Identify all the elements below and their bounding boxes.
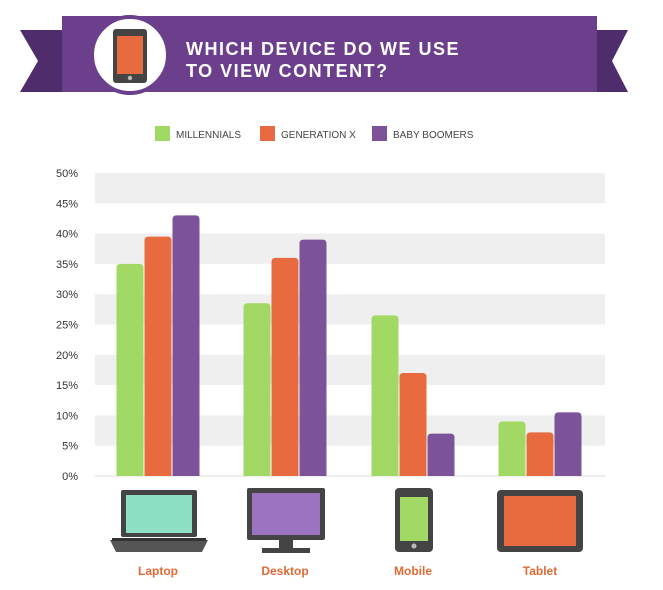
bar-laptop-millennials [116,263,144,476]
legend-swatch-generation-x [260,126,275,141]
bar-laptop-generation-x [144,236,172,476]
bar-desktop-generation-x [271,257,299,476]
category-label-mobile: Mobile [394,564,432,578]
y-tick-label: 30% [56,289,78,301]
category-label-laptop: Laptop [138,564,178,578]
bar-tablet-generation-x [526,432,554,476]
legend: MILLENNIALS GENERATION X BABY BOOMERS [155,126,474,141]
laptop-icon [110,490,208,552]
phone-icon [113,29,147,83]
category-label-desktop: Desktop [261,564,308,578]
bar-laptop-baby-boomers [172,215,200,477]
y-axis-ticks: 0% 5% 10% 15% 20% 25% 30% 35% 40% 45% 50% [56,168,78,483]
title-banner: WHICH DEVICE DO WE USE TO VIEW CONTENT? [20,15,628,95]
y-tick-label: 10% [56,410,78,422]
y-tick-label: 15% [56,380,78,392]
legend-swatch-baby-boomers [372,126,387,141]
category-labels: Laptop Desktop Mobile Tablet [138,564,557,578]
mobile-icon [395,488,433,552]
bar-mobile-millennials [371,315,399,476]
legend-label-millennials: MILLENNIALS [176,130,241,141]
y-tick-label: 5% [62,441,78,453]
bar-tablet-baby-boomers [554,412,582,476]
chart-title-line-2: TO VIEW CONTENT? [186,61,389,81]
y-tick-label: 40% [56,229,78,241]
y-tick-label: 20% [56,350,78,362]
y-tick-label: 35% [56,259,78,271]
legend-label-baby-boomers: BABY BOOMERS [393,130,474,141]
legend-swatch-millennials [155,126,170,141]
legend-label-generation-x: GENERATION X [281,130,356,141]
y-tick-label: 45% [56,198,78,210]
chart-title-line-1: WHICH DEVICE DO WE USE [186,39,460,59]
bar-mobile-baby-boomers [427,433,455,476]
y-tick-label: 0% [62,471,78,483]
bar-desktop-millennials [243,303,271,476]
bar-mobile-generation-x [399,372,427,476]
tablet-icon [497,490,583,552]
category-label-tablet: Tablet [523,564,557,578]
bar-tablet-millennials [498,421,526,476]
y-tick-label: 50% [56,168,78,180]
y-tick-label: 25% [56,320,78,332]
desktop-icon [247,488,325,553]
bar-desktop-baby-boomers [299,239,327,476]
grid-band [95,173,605,204]
bars [116,215,582,477]
